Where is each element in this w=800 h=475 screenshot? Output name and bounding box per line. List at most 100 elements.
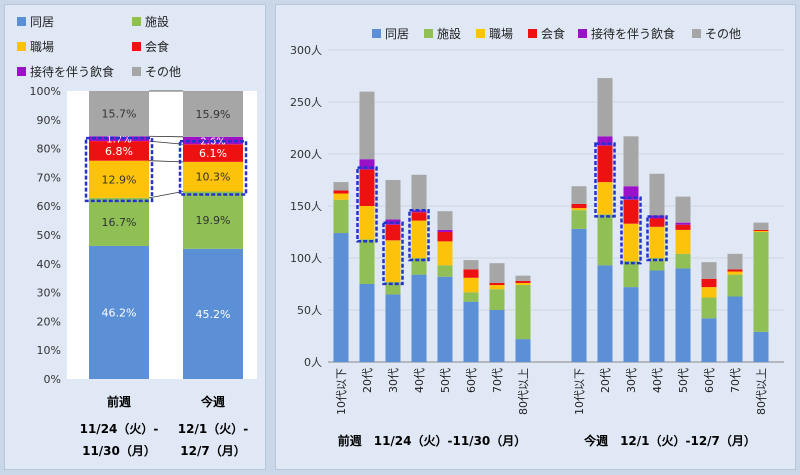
bar-segment [623,223,639,262]
legend-label: 職場 [30,40,55,54]
legend-label: 会食 [541,27,566,41]
x-tick-label: 40代 [413,368,426,393]
legend-item: 施設 [132,13,169,30]
category-label: 前週 [107,394,131,409]
connector-line [148,191,184,199]
highlight-box [594,142,616,218]
legend-label: その他 [145,65,182,79]
data-label: 12.9% [102,173,137,186]
x-tick-label: 80代以上 [517,368,530,415]
y-tick-label: 250人 [290,96,322,109]
bar-segment [597,145,613,183]
bar-segment [437,229,453,232]
bar-segment [623,136,639,187]
legend-swatch [528,29,537,38]
bar-segment [385,224,401,241]
y-tick-label: 50人 [297,304,322,317]
bar-segment [753,230,769,232]
bar-segment [437,211,453,230]
highlight-box [382,221,404,286]
bar-segment [515,339,531,362]
legend-item: 会食 [528,25,565,42]
bar-segment [183,248,243,379]
bar-segment [727,296,743,362]
legend-swatch [692,29,701,38]
bar-segment [597,265,613,362]
legend-item: 職場 [476,25,513,42]
bar-segment [649,226,665,258]
y-tick-label: 30% [37,287,61,300]
y-tick-label: 150人 [290,200,322,213]
bar-segment [515,282,531,286]
bar-segment [675,229,691,254]
bar-segment [597,182,613,215]
y-tick-label: 100% [30,85,61,98]
x-tick-label: 20代 [599,368,612,393]
legend-label: 職場 [489,27,514,41]
x-tick-label: 70代 [729,368,742,393]
bar-segment [571,208,587,211]
category-date: 12/1（火）- [178,421,248,436]
y-tick-label: 0人 [304,356,322,369]
bar-segment [411,174,427,211]
bar-segment [701,318,717,362]
y-tick-label: 90% [37,114,61,127]
bar-segment [411,258,427,275]
bar-segment [515,285,531,340]
bar-segment [515,280,531,283]
legend-swatch [132,17,141,26]
bar-segment [463,301,479,362]
data-label: 15.9% [196,108,231,121]
bar-segment [727,269,743,272]
category-date: 11/30（月） [82,443,156,458]
legend-swatch [17,17,26,26]
legend-swatch [17,67,26,76]
bar-segment [359,239,375,284]
connector-line [148,160,184,163]
legend-label: 会食 [145,40,170,54]
bar-segment [89,245,149,379]
bar-segment [437,265,453,277]
data-label: 16.7% [102,216,137,229]
bar-segment [385,294,401,362]
bar-segment [437,232,453,242]
x-tick-label: 50代 [677,368,690,393]
bar-segment [623,199,639,224]
bar-segment [333,193,349,200]
bar-segment [649,270,665,362]
bar-segment [727,274,743,297]
bar-segment [89,91,149,137]
category-date: 11/24（火）- [80,421,159,436]
bar-segment [489,263,505,283]
bar-segment [89,141,149,161]
highlight-box [408,208,430,262]
legend-item: 同居 [372,25,409,42]
bar-segment [437,276,453,362]
group-label: 今週 12/1（火）-12/7（月） [583,433,756,448]
bar-segment [623,186,639,200]
age-group-chart: 0人 50人 100人 150人 200人 250人 300人 10代以下 20代 30代 40代 5… [290,44,784,448]
bar-segment [463,277,479,293]
data-label: 1.7% [106,135,131,146]
bar-segment [463,269,479,278]
legend-item: 施設 [424,25,461,42]
bar-segment [701,278,717,288]
age-chart-panel: 同居 施設 職場 会食 接待を伴う飲食 その他 0人 50人 100人 150人 200人 250人… [275,4,796,470]
bar-segment [571,228,587,362]
bar-segment [411,274,427,362]
bar-segment [183,161,243,192]
bar-segment [359,206,375,240]
data-label: 15.7% [102,108,137,121]
bar-segment [753,232,769,332]
legend-label: 同居 [385,27,410,41]
x-tick-label: 10代以下 [335,368,348,415]
data-label: 19.9% [196,214,231,227]
bar-segment [183,191,243,249]
bar-segment [623,287,639,362]
bar-segment [411,212,427,221]
bar-segment [359,169,375,206]
data-label: 6.1% [199,147,227,160]
bar-segment [571,210,587,229]
bar-segment [359,159,375,170]
bar-segment [385,180,401,220]
